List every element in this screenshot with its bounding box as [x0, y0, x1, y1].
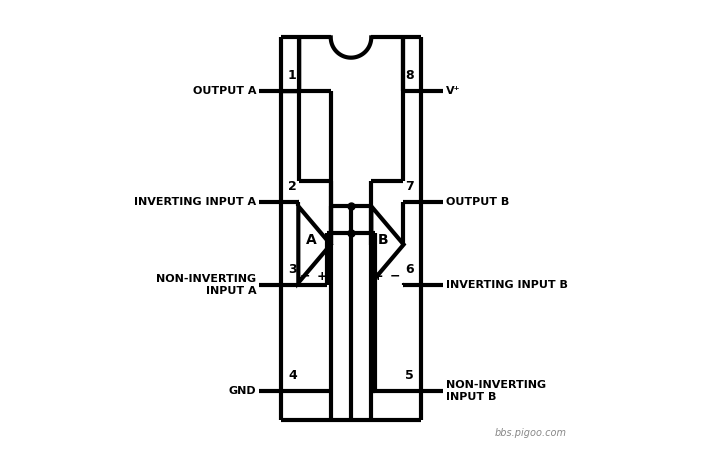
Text: −: −: [390, 270, 400, 283]
Text: V⁺: V⁺: [446, 87, 460, 96]
Text: 7: 7: [405, 180, 414, 193]
Text: INVERTING INPUT A: INVERTING INPUT A: [134, 197, 256, 207]
Text: 2: 2: [288, 180, 297, 193]
Text: bbs.pigoo.com: bbs.pigoo.com: [495, 428, 567, 438]
Text: 5: 5: [405, 369, 414, 382]
Text: −: −: [300, 270, 310, 283]
Text: 6: 6: [406, 263, 414, 276]
Text: OUTPUT B: OUTPUT B: [446, 197, 509, 207]
Text: +: +: [317, 270, 327, 283]
Text: 8: 8: [406, 69, 414, 82]
Text: 3: 3: [288, 263, 296, 276]
Text: NON-INVERTING
INPUT B: NON-INVERTING INPUT B: [446, 380, 545, 402]
Text: NON-INVERTING
INPUT A: NON-INVERTING INPUT A: [157, 274, 256, 296]
Text: OUTPUT A: OUTPUT A: [193, 87, 256, 96]
Text: 4: 4: [288, 369, 297, 382]
Text: GND: GND: [229, 386, 256, 396]
Text: +: +: [373, 270, 383, 283]
Text: A: A: [306, 233, 317, 247]
Text: B: B: [378, 233, 389, 247]
Text: 1: 1: [288, 69, 297, 82]
Text: INVERTING INPUT B: INVERTING INPUT B: [446, 280, 567, 290]
